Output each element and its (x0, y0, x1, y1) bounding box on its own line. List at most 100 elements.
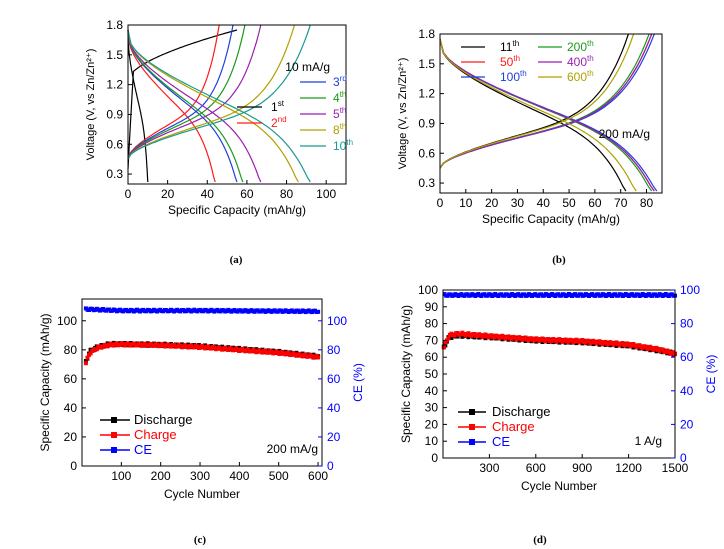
y-tick-label: 1.8 (106, 18, 123, 32)
x-axis-title: Cycle Number (164, 487, 240, 501)
x-tick-label: 600 (526, 461, 546, 475)
y-tick-label: 1.2 (418, 87, 435, 101)
series-2nd-charge (127, 24, 220, 160)
legend-label: 100th (500, 69, 527, 84)
x-tick-label: 0 (437, 196, 444, 210)
y2-tick-label: 80 (327, 343, 341, 357)
y2-tick-label: 100 (680, 283, 700, 297)
y-axis-title: Voltage (V, vs Zn/Zn²⁺) (397, 58, 409, 170)
series-11th-charge (439, 33, 629, 169)
y-tick-label: 20 (425, 417, 439, 431)
data-point-charge (446, 336, 451, 341)
y-tick-label: 1.8 (418, 27, 435, 41)
x-tick-label: 20 (485, 196, 499, 210)
y2-tick-label: 40 (327, 401, 341, 415)
y2-tick-label: 20 (680, 417, 694, 431)
legend-marker (111, 417, 117, 423)
series-4th-charge (127, 24, 246, 160)
x-tick-label: 80 (640, 196, 654, 210)
data-point-charge (626, 342, 631, 346)
x-tick-label: 1200 (615, 461, 642, 475)
x-tick-label: 40 (537, 196, 551, 210)
series-10th-discharge (127, 29, 311, 183)
x-tick-label: 1500 (662, 461, 689, 475)
legend-label: 5th (333, 106, 346, 121)
y2-tick-label: 0 (680, 451, 687, 465)
legend-label: CE (134, 442, 152, 457)
data-point-charge (637, 343, 642, 348)
y-tick-label: 0.3 (106, 167, 123, 181)
series-8th-discharge (127, 29, 299, 183)
series-600th-charge (439, 33, 635, 169)
y2-tick-label: 20 (327, 430, 341, 444)
legend-label: Discharge (134, 412, 193, 427)
y-tick-label: 40 (64, 401, 78, 415)
y2-tick-label: 80 (680, 317, 694, 331)
legend-label: Charge (134, 427, 177, 442)
plot-frame (127, 24, 347, 185)
y2-axis-title: CE (%) (704, 355, 718, 394)
series-5th-charge (127, 24, 262, 160)
data-point-discharge (83, 359, 88, 363)
y-tick-label: 10 (425, 434, 439, 448)
legend-marker (469, 439, 475, 445)
panel-label-a: (a) (230, 254, 243, 266)
annotation: 200 mA/g (267, 442, 318, 456)
legend-label: 10th (333, 138, 353, 153)
series-1st-discharge (127, 29, 149, 183)
legend-label: CE (492, 434, 510, 449)
data-point-charge (452, 333, 457, 338)
x-tick-label: 400 (229, 469, 249, 483)
legend-marker (111, 447, 117, 453)
legend-marker (469, 424, 475, 430)
data-point-charge (512, 335, 517, 340)
panel-d: 300 600 900 1200 150001020304050607080901000… (399, 283, 718, 493)
series-8th-charge (127, 24, 296, 160)
y-tick-label: 90 (425, 300, 439, 314)
y2-tick-label: 0 (327, 459, 334, 473)
y-tick-label: 50 (425, 367, 439, 381)
series-10th-charge (127, 24, 311, 160)
panel-b: 0 10 20 30 40 50 60 70 80 0.3 0.6 0.9 1.2 1.5 1.8 Speci… (397, 27, 663, 226)
data-point-charge (671, 350, 676, 355)
y-tick-label: 0.9 (106, 107, 123, 121)
data-point-charge (441, 345, 446, 350)
y-axis-title: Specific Capacity (mAh/g) (38, 313, 52, 451)
y-tick-label: 60 (425, 350, 439, 364)
y-tick-label: 1.2 (106, 78, 123, 92)
y-tick-label: 0 (431, 451, 438, 465)
data-point-charge (620, 341, 625, 345)
series-5th-discharge (127, 29, 262, 183)
x-tick-label: 300 (479, 461, 499, 475)
x-tick-label: 80 (280, 187, 294, 201)
y-tick-label: 30 (425, 401, 439, 415)
x-tick-label: 600 (308, 469, 328, 483)
data-point-charge (660, 347, 665, 352)
x-tick-label: 100 (111, 469, 131, 483)
y-tick-label: 80 (64, 343, 78, 357)
x-axis-title: Specific Capacity (mAh/g) (168, 203, 306, 217)
y-tick-label: 0.3 (418, 176, 435, 190)
data-point-charge (643, 344, 648, 349)
x-tick-label: 30 (511, 196, 525, 210)
x-tick-label: 60 (240, 187, 254, 201)
y2-axis-title: CE (%) (351, 363, 365, 402)
data-point-charge (316, 355, 321, 360)
legend-label: 4th (333, 90, 346, 105)
legend-label: 400th (567, 54, 594, 69)
legend-marker (469, 409, 475, 415)
y2-tick-label: 40 (680, 384, 694, 398)
plot-frame (442, 289, 676, 459)
panel-a: 0 20 40 60 80 100 0.3 0.6 0.9 1.2 1.5 1.8 Specific C… (85, 18, 353, 217)
data-point-charge (472, 332, 477, 336)
x-tick-label: 300 (190, 469, 210, 483)
legend-label: 50th (500, 54, 520, 69)
series-400th-charge (439, 33, 653, 169)
data-point-charge (489, 333, 494, 338)
series-3rd-discharge (127, 29, 238, 183)
annotation: 1 A/g (635, 434, 662, 448)
x-tick-label: 60 (588, 196, 602, 210)
data-point-charge (85, 355, 90, 360)
y-tick-label: 40 (425, 384, 439, 398)
y-tick-label: 60 (64, 372, 78, 386)
